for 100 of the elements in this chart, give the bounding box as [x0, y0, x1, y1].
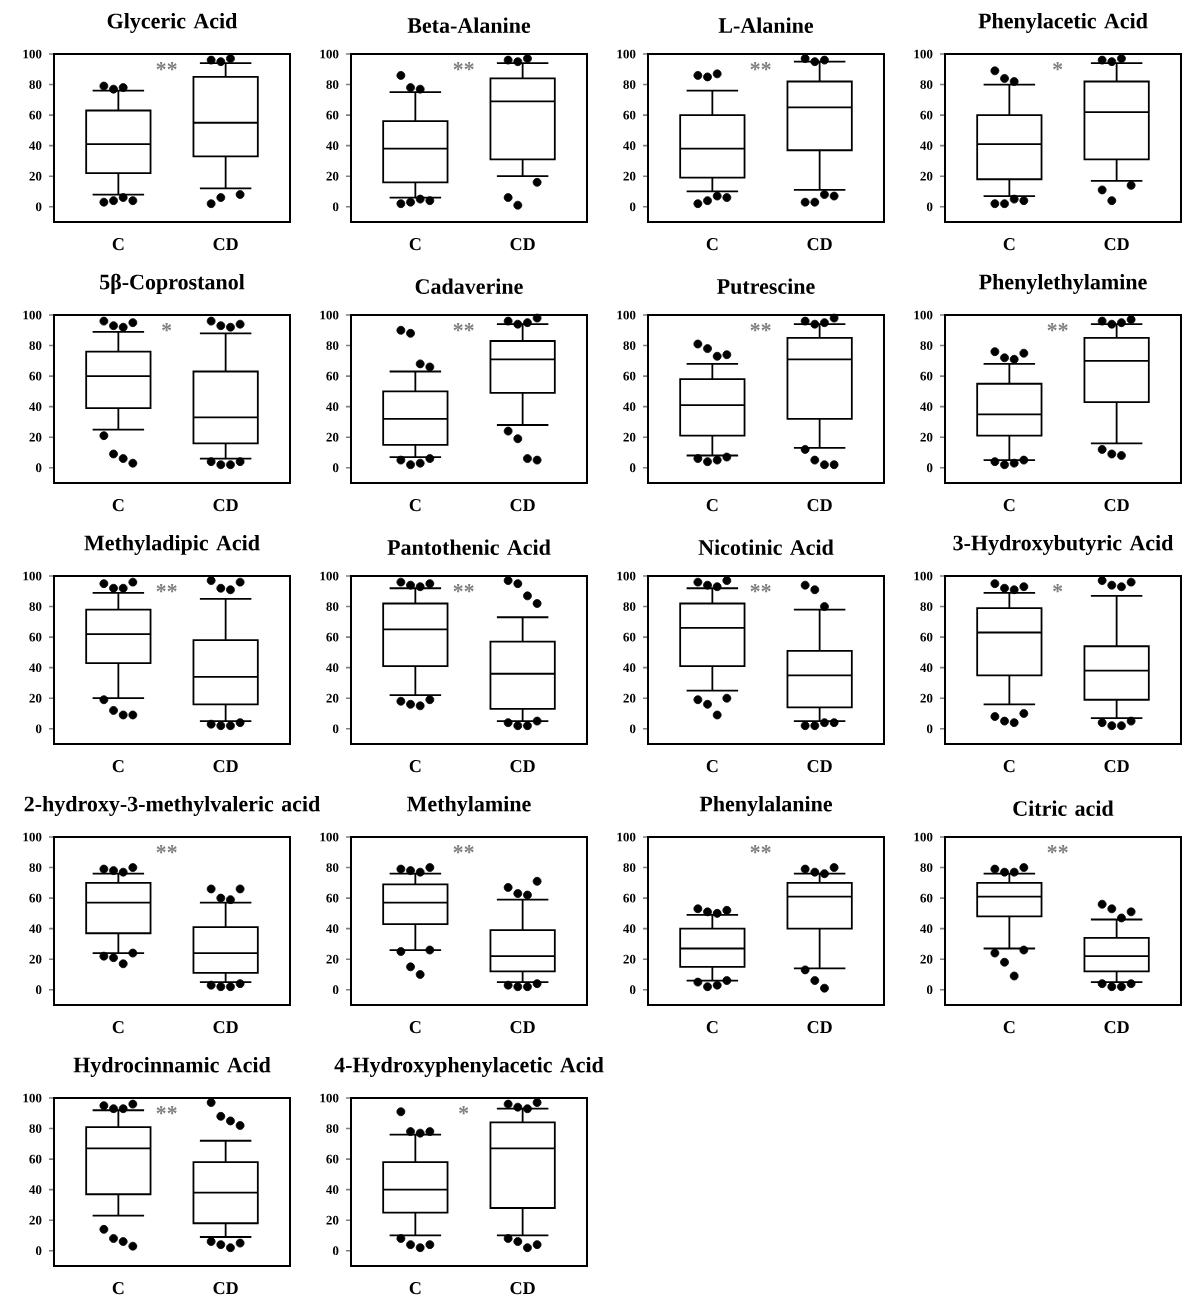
x-tick-label: C [706, 760, 718, 773]
x-tick-label: CD [213, 238, 238, 251]
x-tick-label: C [112, 1282, 124, 1295]
y-tick-label: 20 [29, 954, 42, 964]
x-tick-label: C [112, 499, 124, 512]
annotation: * [1053, 584, 1063, 593]
x-tick-label: C [112, 1021, 124, 1034]
chart-title: Phenylalanine [699, 795, 833, 816]
y-tick-label: 40 [29, 663, 42, 673]
annotation: ** [750, 62, 771, 71]
y-tick-label: 60 [623, 632, 636, 642]
y-tick-label: 100 [23, 832, 42, 842]
chart-title: 4-Hydroxyphenylacetic Acid [334, 1056, 604, 1077]
chart-title: Methyladipic Acid [84, 534, 260, 555]
y-tick-label: 80 [326, 602, 339, 611]
y-tick-label: 80 [623, 80, 636, 89]
chart-title: Citric acid [1013, 800, 1114, 816]
y-tick-label: 80 [920, 602, 933, 611]
x-tick-label: C [409, 760, 421, 773]
y-tick-label: 0 [332, 985, 339, 995]
chart-title: Phenylacetic Acid [978, 12, 1148, 33]
y-tick-label: 80 [29, 1124, 42, 1133]
annotation: ** [750, 584, 771, 593]
annotation: ** [156, 62, 177, 71]
y-tick-label: 40 [623, 663, 636, 673]
y-tick-label: 20 [920, 171, 933, 181]
chart-title: Glyceric Acid [107, 12, 238, 33]
y-tick-label: 100 [914, 571, 933, 581]
y-tick-label: 0 [332, 1246, 339, 1256]
x-tick-label: C [1003, 760, 1015, 773]
y-tick-label: 0 [332, 724, 339, 734]
y-tick-label: 60 [920, 110, 933, 120]
y-tick-label: 0 [926, 985, 933, 995]
y-tick-label: 40 [326, 663, 339, 673]
y-tick-label: 60 [326, 371, 339, 381]
y-tick-label: 20 [326, 1215, 339, 1225]
y-tick-label: 100 [914, 49, 933, 59]
y-tick-label: 20 [326, 954, 339, 964]
y-tick-label: 40 [920, 402, 933, 412]
x-tick-label: C [706, 499, 718, 512]
y-tick-label: 60 [920, 371, 933, 381]
y-tick-label: 80 [29, 80, 42, 89]
chart-title: 5β-Coprostanol [100, 273, 245, 294]
y-tick-label: 100 [23, 1093, 42, 1103]
annotation: ** [453, 845, 474, 854]
y-tick-label: 60 [920, 893, 933, 903]
y-tick-label: 60 [326, 893, 339, 903]
x-tick-label: C [409, 499, 421, 512]
y-tick-label: 100 [320, 1093, 339, 1103]
annotation: ** [1047, 845, 1068, 854]
x-tick-label: C [409, 1021, 421, 1034]
y-tick-label: 100 [320, 310, 339, 320]
annotation: ** [453, 323, 474, 332]
x-tick-label: CD [213, 499, 238, 512]
y-tick-label: 20 [623, 432, 636, 442]
annotation: ** [453, 62, 474, 71]
y-tick-label: 40 [29, 1185, 42, 1195]
x-tick-label: C [112, 760, 124, 773]
y-tick-label: 80 [29, 341, 42, 350]
y-tick-label: 60 [920, 632, 933, 642]
y-tick-label: 20 [29, 693, 42, 703]
chart-title: Phenylethylamine [979, 273, 1147, 294]
y-tick-label: 20 [29, 171, 42, 181]
x-tick-label: CD [213, 1021, 238, 1034]
x-tick-label: CD [807, 238, 832, 251]
chart-title: Cadaverine [415, 278, 523, 294]
chart-title: 3-Hydroxybutyric Acid [953, 534, 1174, 555]
chart-title: 2-hydroxy-3-methylvaleric acid [24, 795, 321, 816]
y-tick-label: 20 [920, 432, 933, 442]
y-tick-label: 0 [35, 985, 42, 995]
x-tick-label: CD [510, 499, 535, 512]
y-tick-label: 40 [920, 663, 933, 673]
y-tick-label: 20 [920, 693, 933, 703]
y-tick-label: 80 [326, 863, 339, 872]
y-tick-label: 80 [29, 863, 42, 872]
y-tick-label: 100 [320, 49, 339, 59]
x-tick-label: C [1003, 238, 1015, 251]
y-tick-label: 40 [623, 924, 636, 934]
y-tick-label: 20 [326, 693, 339, 703]
y-tick-label: 80 [623, 863, 636, 872]
y-tick-label: 100 [23, 310, 42, 320]
y-tick-label: 100 [914, 310, 933, 320]
y-tick-label: 20 [623, 954, 636, 964]
annotation: ** [750, 845, 771, 854]
chart-title: L-Alanine [718, 17, 814, 33]
y-tick-label: 0 [926, 463, 933, 473]
annotation: ** [750, 323, 771, 332]
y-tick-label: 100 [617, 49, 636, 59]
chart-title: Methylamine [407, 795, 531, 816]
y-tick-label: 20 [623, 693, 636, 703]
y-tick-label: 60 [326, 632, 339, 642]
y-tick-label: 20 [29, 1215, 42, 1225]
y-tick-label: 0 [629, 202, 636, 212]
y-tick-label: 60 [29, 632, 42, 642]
y-tick-label: 80 [920, 80, 933, 89]
y-tick-label: 100 [914, 832, 933, 842]
x-tick-label: CD [213, 760, 238, 773]
y-tick-label: 40 [29, 924, 42, 934]
y-tick-label: 20 [29, 432, 42, 442]
chart-title: Pantothenic Acid [387, 539, 551, 555]
